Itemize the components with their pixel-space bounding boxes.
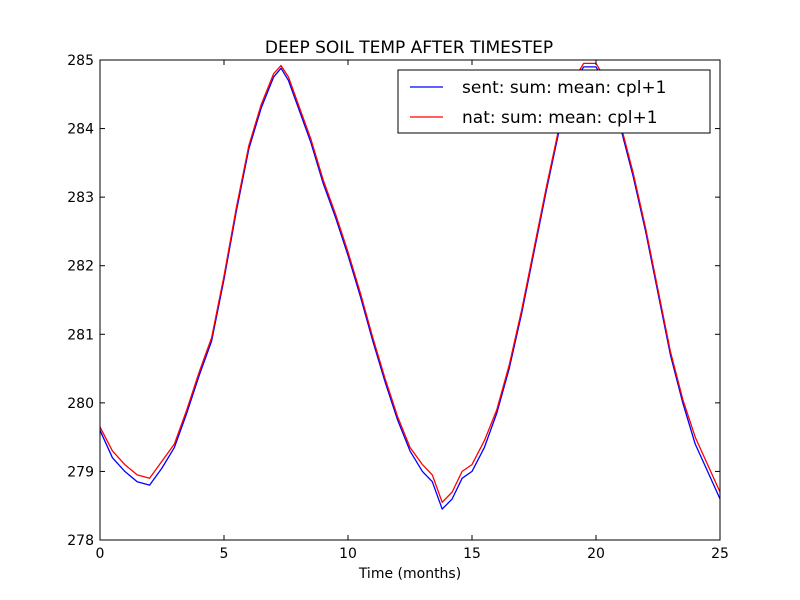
x-tick-label: 15 [463, 546, 481, 562]
x-tick-label: 20 [587, 546, 605, 562]
x-tick-label: 10 [339, 546, 357, 562]
legend-label-sent: sent: sum: mean: cpl+1 [462, 78, 666, 98]
x-tick-label: 25 [711, 546, 729, 562]
y-tick-label: 280 [67, 396, 94, 412]
y-tick-label: 284 [67, 122, 94, 138]
y-tick-label: 279 [67, 464, 94, 480]
x-tick-label: 0 [96, 546, 105, 562]
legend-box [397, 69, 711, 134]
y-tick-label: 283 [67, 190, 94, 206]
y-tick-label: 282 [67, 259, 94, 275]
legend-label-nat: nat: sum: mean: cpl+1 [462, 108, 658, 128]
plot-frame [99, 59, 721, 541]
x-axis-label: Time (months) [358, 566, 461, 582]
chart-title: DEEP SOIL TEMP AFTER TIMESTEP [265, 38, 553, 58]
legend: sent: sum: mean: cpl+1 nat: sum: mean: c… [397, 69, 711, 134]
x-tick-label: 5 [220, 546, 229, 562]
y-tick-label: 278 [67, 533, 94, 549]
y-tick-label: 281 [67, 327, 94, 343]
ticks-layer: 0 5 10 15 20 25 278 279 280 281 282 283 284 285 [67, 53, 729, 562]
y-tick-label: 285 [67, 53, 94, 69]
